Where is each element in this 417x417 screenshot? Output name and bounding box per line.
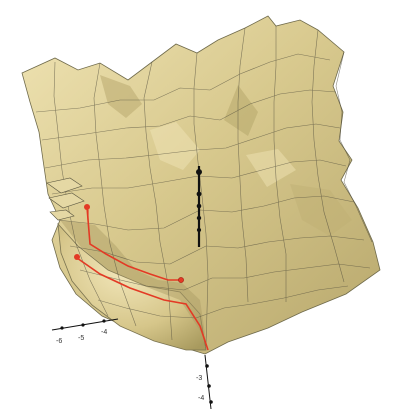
bottom-axis-tick-label: -3 xyxy=(196,375,202,382)
vertical-marker xyxy=(196,166,202,247)
left-axis-tick-label: -5 xyxy=(78,335,84,342)
terrain-bowl xyxy=(57,222,207,351)
left-axis: -6 -5 -4 xyxy=(51,318,119,345)
bottom-axis: -3 -4 xyxy=(196,354,213,410)
left-ledges xyxy=(46,177,85,221)
left-axis-tick-label: -6 xyxy=(56,338,62,345)
optimization-paths xyxy=(76,206,209,351)
left-axis-tick-label: -4 xyxy=(101,329,107,336)
path-endpoints xyxy=(74,204,184,283)
surface-shading xyxy=(60,75,352,340)
bottom-axis-tick-label: -4 xyxy=(198,395,204,402)
